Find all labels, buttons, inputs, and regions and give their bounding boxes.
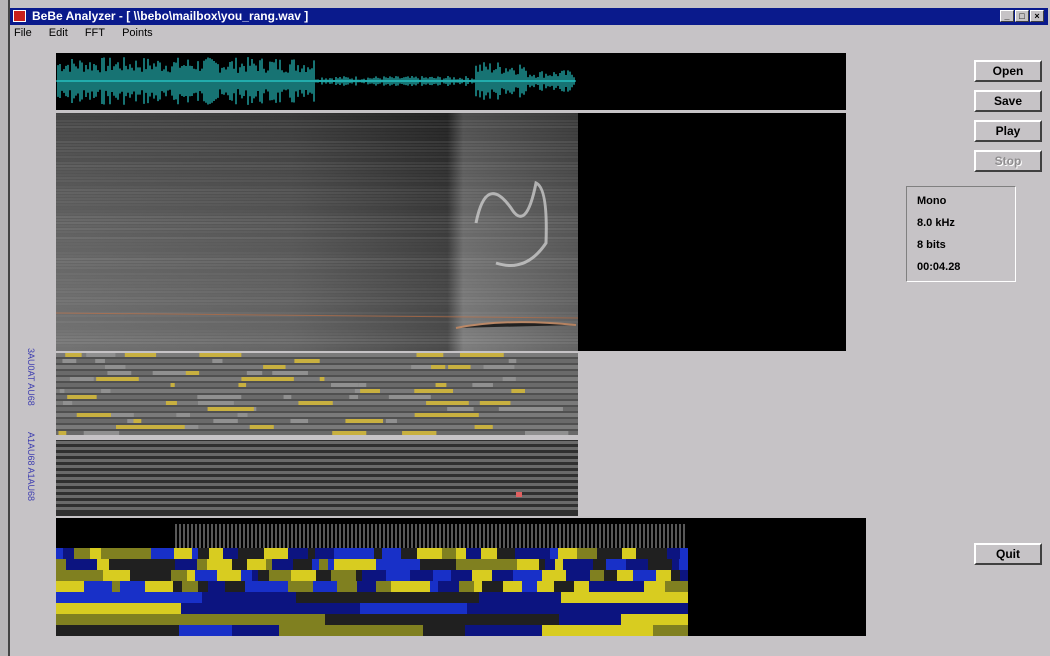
menu-points[interactable]: Points [122,27,153,39]
feature-grid-plot [56,524,688,636]
maximize-button[interactable]: □ [1015,10,1029,22]
minimize-button[interactable]: _ [1000,10,1014,22]
menu-bar: File Edit FFT Points [14,27,167,43]
window-edge [0,0,10,656]
spectrogram-panel[interactable] [55,113,846,351]
waveform-panel[interactable] [56,53,846,110]
save-button[interactable]: Save [974,90,1042,112]
menu-fft[interactable]: FFT [84,27,105,39]
side-label-top: 3AU0AT AU68 [26,348,36,406]
stop-button[interactable]: Stop [974,150,1042,172]
channels-label: Mono [917,195,947,207]
band-plot-lower [56,441,578,510]
audio-info-box: Mono 8.0 kHz 8 bits 00:04.28 [906,186,1016,282]
band-panel-upper[interactable] [56,353,578,435]
window-title: BeBe Analyzer - [ \\bebo\mailbox\you_ran… [32,9,309,23]
edge-stripe [8,0,10,656]
sample-rate-label: 8.0 kHz [917,217,955,229]
close-button[interactable]: × [1030,10,1044,22]
bit-depth-label: 8 bits [917,239,946,251]
menu-edit[interactable]: Edit [48,27,68,39]
side-label-bottom: A1AU68 A1AU68 [26,432,36,502]
app-icon[interactable] [13,10,26,22]
title-bar[interactable]: BeBe Analyzer - [ \\bebo\mailbox\you_ran… [10,8,1048,25]
play-button[interactable]: Play [974,120,1042,142]
spectrogram-plot [55,113,579,351]
quit-button[interactable]: Quit [974,543,1042,565]
open-button[interactable]: Open [974,60,1042,82]
duration-label: 00:04.28 [917,261,961,273]
band-panel-lower[interactable] [56,440,578,516]
band-plot-upper [56,353,578,435]
waveform-plot [56,57,576,105]
menu-file[interactable]: File [14,27,32,39]
feature-grid-panel[interactable] [56,518,866,636]
